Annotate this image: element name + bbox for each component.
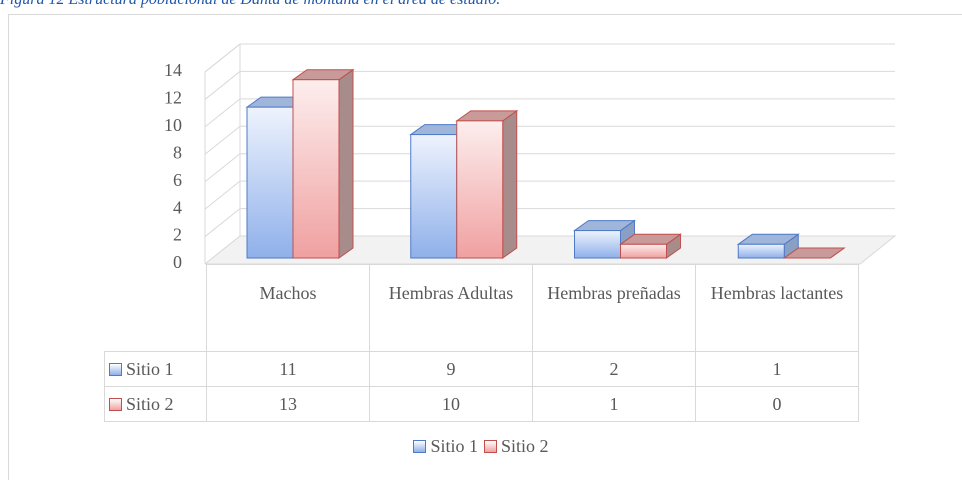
table-value: 1 — [532, 386, 696, 422]
table-row: Sitio 2 13 10 1 0 — [104, 386, 859, 422]
grid-line — [204, 125, 895, 155]
table-header-row: Machos Hembras Adultas Hembras preñadas Hem… — [104, 264, 859, 352]
table-corner — [104, 264, 207, 352]
y-tick-label: 4 — [173, 197, 182, 217]
legend-key — [413, 440, 427, 453]
grid-line — [204, 153, 895, 183]
legend-key — [109, 362, 122, 376]
data-table: Machos Hembras Adultas Hembras preñadas Hem… — [104, 264, 859, 422]
series-cell: Sitio 1 — [104, 351, 207, 387]
y-tick-label: 14 — [164, 60, 182, 80]
legend-label: Sitio 1 — [430, 436, 478, 456]
bar — [574, 230, 621, 259]
legend: Sitio 1 Sitio 2 — [0, 436, 962, 457]
bar — [620, 243, 667, 259]
category-label: Hembras lactantes — [695, 264, 859, 352]
plot-wall — [204, 43, 241, 265]
series-name: Sitio 1 — [126, 358, 174, 379]
legend-key — [484, 440, 497, 453]
table-value: 11 — [206, 351, 370, 387]
table-value: 9 — [369, 351, 533, 387]
category-label: Hembras preñadas — [532, 264, 696, 352]
table-value: 0 — [695, 386, 859, 422]
legend-item: Sitio 2 — [484, 436, 549, 456]
y-tick-label: 2 — [173, 225, 182, 245]
grid-line — [204, 70, 895, 100]
category-label: Hembras Adultas — [369, 264, 533, 352]
table-value: 1 — [695, 351, 859, 387]
y-tick-label: 8 — [173, 142, 182, 162]
table-row: Sitio 1 11 9 2 1 — [104, 351, 859, 387]
series-cell: Sitio 2 — [104, 386, 207, 422]
y-tick-label: 0 — [173, 252, 182, 272]
y-tick-label: 12 — [164, 88, 182, 108]
bar — [246, 106, 294, 259]
table-value: 10 — [369, 386, 533, 422]
bar — [410, 134, 458, 259]
grid-line — [204, 208, 895, 237]
chart-title: Figura 12 Estructura poblacional de Dant… — [0, 0, 500, 9]
table-value: 13 — [206, 386, 370, 422]
y-tick-label: 10 — [164, 115, 182, 135]
category-label: Machos — [206, 264, 370, 352]
legend-key — [109, 397, 122, 411]
chart-border — [8, 14, 962, 480]
bar-side — [338, 68, 354, 259]
series-name: Sitio 2 — [126, 393, 174, 414]
table-value: 2 — [532, 351, 696, 387]
bar — [292, 79, 340, 259]
y-tick-label: 6 — [173, 170, 182, 190]
bar — [456, 120, 504, 259]
bar-side — [502, 109, 518, 259]
bar-top — [782, 247, 846, 259]
legend-label: Sitio 2 — [501, 436, 549, 456]
grid-line — [204, 98, 895, 128]
bar — [737, 243, 785, 259]
legend-item: Sitio 1 — [413, 436, 478, 456]
grid-line — [204, 43, 895, 73]
grid-line — [204, 180, 895, 210]
